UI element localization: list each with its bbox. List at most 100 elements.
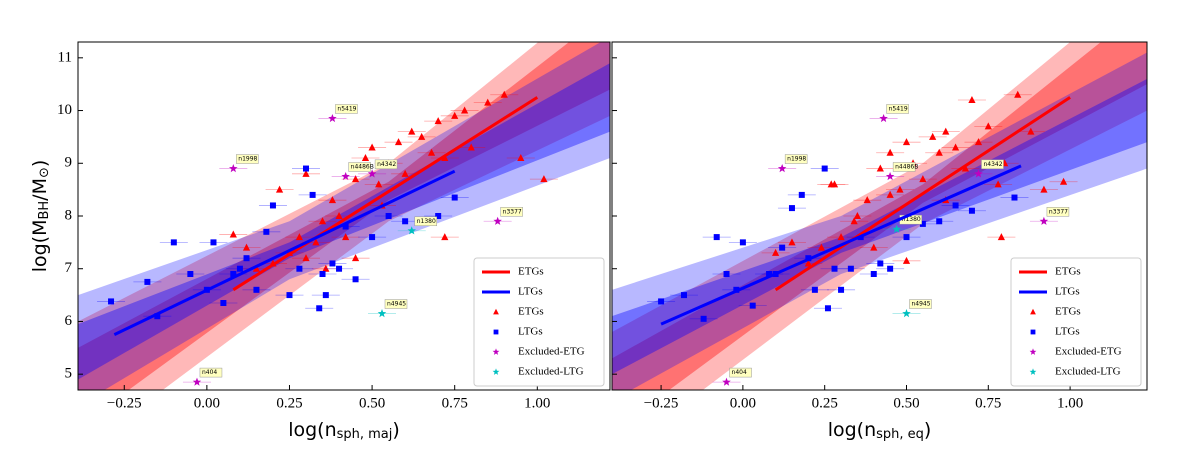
annotation: n4486B — [892, 162, 918, 172]
star-point — [328, 114, 337, 123]
square-point — [435, 213, 442, 219]
annotation-text: n404 — [202, 369, 217, 376]
triangle-point — [427, 148, 436, 156]
square-point — [263, 228, 270, 235]
square-point — [336, 265, 343, 272]
square-point — [766, 271, 773, 277]
star-point — [777, 164, 787, 173]
square-point — [451, 194, 458, 201]
annotation-text: n4486B — [351, 163, 374, 170]
annotation: n5419 — [886, 104, 909, 114]
annotation: n5419 — [335, 104, 358, 114]
square-point — [385, 213, 392, 219]
triangle-point — [788, 238, 796, 246]
square-point — [919, 220, 926, 227]
square-point — [369, 234, 376, 241]
legend-box — [473, 257, 605, 387]
triangle-point — [275, 185, 284, 193]
annotation-box — [384, 299, 408, 309]
square-point — [329, 260, 336, 267]
legend-marker — [1029, 348, 1037, 355]
triangle-point — [1014, 90, 1022, 98]
legend: ETGs LTGs ETGs LTGs Excluded-ETG Excluded-LTG — [473, 257, 605, 387]
plot-area: n5419 n1998 n4486B n4342 n3377 n404 n1380 n4945 — [78, 42, 610, 390]
annotation: n4945 — [909, 299, 932, 309]
label-part: ) — [924, 419, 931, 441]
triangle-point — [229, 230, 237, 238]
annotation-box — [199, 367, 223, 378]
square-point — [170, 239, 177, 246]
legend-label: ETGs — [518, 266, 544, 278]
square-point — [253, 286, 260, 293]
annotation: n4342 — [374, 159, 398, 170]
outer-band — [78, 42, 610, 390]
annotation: n404 — [199, 367, 223, 378]
square-point — [877, 260, 884, 267]
triangle-point — [328, 196, 337, 204]
annotation-text: n1380 — [417, 218, 436, 225]
triangle-point — [295, 233, 303, 241]
annotation-text: n1998 — [238, 156, 257, 163]
triangle-point — [886, 148, 894, 156]
triangle-point — [772, 248, 780, 256]
triangle-point — [896, 185, 904, 193]
label-part: /M — [29, 178, 51, 201]
y-tick-label: 5 — [65, 366, 73, 382]
label-part: ⊙ — [37, 167, 52, 178]
fit-line — [113, 169, 456, 336]
triangle-point — [837, 233, 845, 241]
square-point — [723, 271, 730, 277]
triangle-point — [302, 169, 310, 177]
star-point — [902, 309, 911, 318]
triangle-point — [434, 117, 442, 125]
annotation-box — [1046, 207, 1070, 217]
square-point — [319, 271, 326, 277]
label-part: sph, eq — [876, 427, 924, 442]
annotation-text: n4486B — [895, 163, 918, 170]
annotation: n1998 — [784, 154, 808, 164]
y-tick-label: 7 — [65, 260, 73, 276]
square-point — [811, 286, 818, 293]
square-point — [286, 292, 293, 299]
star-point — [407, 226, 416, 235]
label-part: ) — [29, 160, 51, 167]
triangle-point — [919, 175, 927, 183]
square-point — [108, 298, 115, 305]
annotation: n4342 — [981, 159, 1004, 170]
square-point — [968, 207, 975, 214]
square-point — [779, 244, 786, 251]
star-point — [367, 169, 377, 178]
annotation-box — [909, 299, 932, 309]
star-point — [192, 377, 202, 386]
square-point — [154, 313, 161, 320]
annotation: n404 — [729, 367, 752, 378]
annotation-box — [374, 159, 398, 170]
legend-box — [1010, 257, 1142, 387]
legend-label: Excluded-LTG — [518, 366, 584, 378]
triangle-point — [817, 243, 826, 251]
square-point — [903, 234, 910, 241]
annotation-text: n3377 — [503, 208, 522, 215]
legend-marker — [1029, 368, 1037, 375]
annotation-text: n4945 — [387, 301, 406, 308]
square-point — [700, 315, 707, 322]
annotation-box — [892, 162, 916, 172]
triangle-point — [351, 175, 360, 183]
square-point — [680, 292, 687, 299]
square-point — [658, 298, 665, 305]
square-point — [322, 292, 329, 299]
star-point — [974, 169, 983, 178]
triangle-point — [994, 180, 1002, 188]
square-point — [316, 305, 323, 312]
triangle-point — [804, 259, 812, 267]
label-part: BH — [37, 201, 52, 220]
annotation-text: n1998 — [787, 156, 806, 163]
triangle-point — [984, 122, 992, 130]
annotation-text: n1380 — [902, 216, 921, 223]
annotation-box — [886, 104, 909, 114]
triangle-point — [942, 127, 950, 135]
annotation: n3377 — [1046, 207, 1070, 217]
triangle-point — [540, 175, 548, 183]
legend-label: ETGs — [1055, 266, 1081, 278]
triangle-point — [997, 233, 1005, 241]
